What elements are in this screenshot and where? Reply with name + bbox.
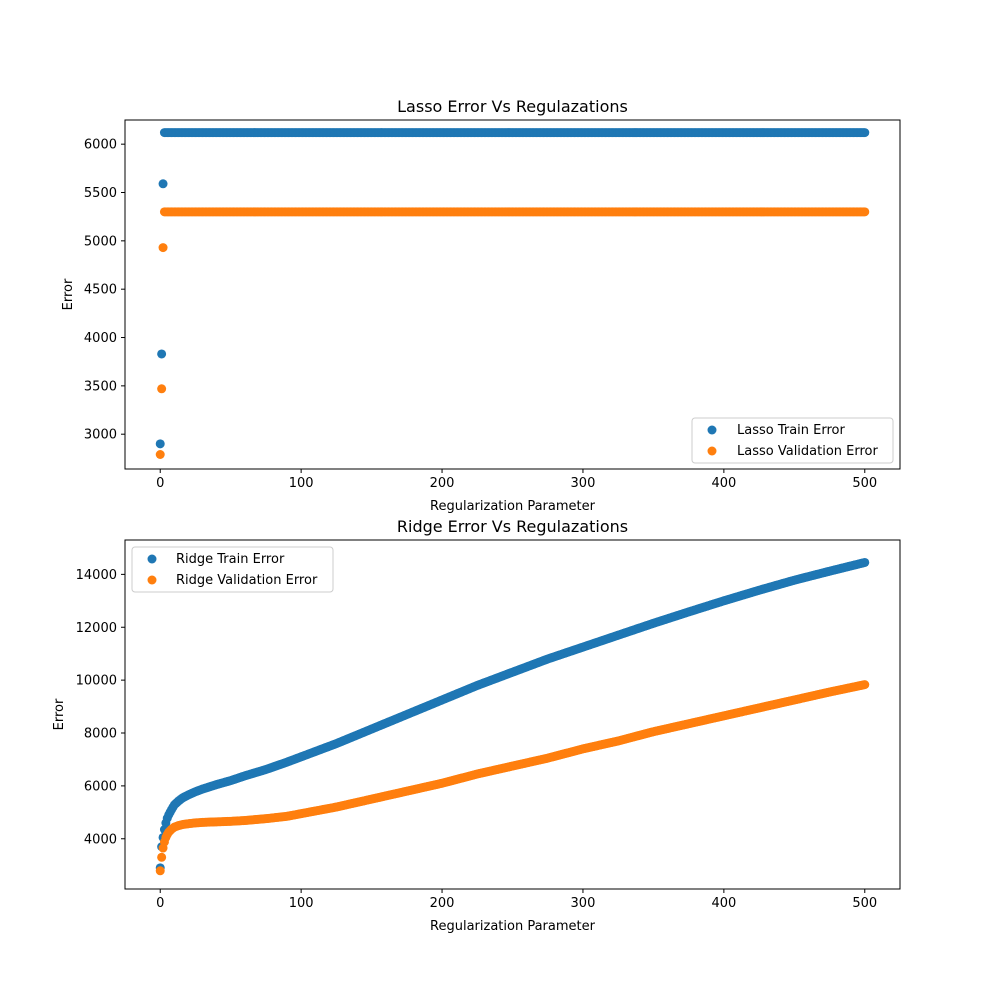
ridge-x-tick-label: 0 <box>156 896 164 911</box>
lasso-validation-point <box>157 384 167 394</box>
ridge-legend: Ridge Train Error Ridge Validation Error <box>131 546 334 593</box>
ridge-data-points <box>155 557 870 876</box>
ridge-y-tick-label: 12000 <box>76 621 117 636</box>
lasso-legend-box <box>691 417 894 464</box>
ridge-axes-frame <box>124 539 901 890</box>
ridge-x-tick-label: 100 <box>289 896 314 911</box>
lasso-x-tick-label: 500 <box>852 476 877 491</box>
lasso-train-point <box>155 439 165 449</box>
lasso-validation-point <box>158 243 168 253</box>
ridge-plot-area: 0 100 200 300 400 500 4000 6000 8000 10000 12000 14… <box>76 557 877 911</box>
lasso-axes-frame <box>124 119 901 470</box>
ridge-x-tick-label: 500 <box>852 896 877 911</box>
lasso-chart: Lasso Error Vs Regulazations 0 100 200 300 4… <box>61 97 901 514</box>
ridge-legend-validation-marker <box>147 575 157 585</box>
ridge-validation-point <box>155 866 165 876</box>
ridge-chart: Ridge Error Vs Regulazations 0 100 200 300 4… <box>52 517 901 934</box>
lasso-legend: Lasso Train Error Lasso Validation Error <box>691 417 894 464</box>
lasso-train-point <box>157 349 167 359</box>
lasso-x-tick-label: 200 <box>430 476 455 491</box>
ridge-chart-title: Ridge Error Vs Regulazations <box>397 517 628 536</box>
lasso-y-axis-label: Error <box>61 278 76 310</box>
ridge-y-tick-label: 8000 <box>84 727 117 742</box>
ridge-y-tick-label: 6000 <box>84 779 117 794</box>
ridge-x-axis-label: Regularization Parameter <box>430 919 596 934</box>
lasso-y-tick-label: 3500 <box>84 379 117 394</box>
lasso-x-tick-label: 300 <box>571 476 596 491</box>
ridge-validation-point <box>157 852 167 862</box>
lasso-chart-title: Lasso Error Vs Regulazations <box>397 97 628 116</box>
lasso-validation-point <box>860 207 870 217</box>
lasso-y-tick-label: 6000 <box>84 138 117 153</box>
lasso-train-point <box>158 179 168 189</box>
lasso-legend-validation-marker <box>707 446 717 456</box>
ridge-y-tick-label: 4000 <box>84 832 117 847</box>
ridge-train-point <box>860 557 870 567</box>
lasso-legend-train-label: Lasso Train Error <box>737 423 846 438</box>
lasso-y-tick-label: 4000 <box>84 331 117 346</box>
ridge-x-tick-label: 300 <box>571 896 596 911</box>
lasso-y-tick-label: 5000 <box>84 234 117 249</box>
ridge-legend-box <box>131 546 334 593</box>
ridge-y-tick-label: 10000 <box>76 674 117 689</box>
lasso-data-points <box>155 128 870 459</box>
ridge-validation-point <box>860 680 870 690</box>
lasso-y-tick-label: 4500 <box>84 283 117 298</box>
lasso-legend-validation-label: Lasso Validation Error <box>737 444 879 459</box>
lasso-validation-point <box>155 450 165 459</box>
lasso-y-tick-label: 5500 <box>84 186 117 201</box>
ridge-legend-validation-label: Ridge Validation Error <box>176 573 318 588</box>
ridge-x-tick-label: 200 <box>430 896 455 911</box>
lasso-legend-train-marker <box>707 425 717 435</box>
lasso-y-tick-label: 3000 <box>84 428 117 443</box>
lasso-x-axis-label: Regularization Parameter <box>430 499 596 514</box>
lasso-plot-area: 0 100 200 300 400 500 3000 3500 4000 4500 5000 5500… <box>84 128 877 491</box>
lasso-x-tick-label: 0 <box>156 476 164 491</box>
lasso-x-tick-label: 400 <box>711 476 736 491</box>
ridge-y-tick-label: 14000 <box>76 568 117 583</box>
lasso-x-tick-label: 100 <box>289 476 314 491</box>
ridge-legend-train-label: Ridge Train Error <box>176 552 285 567</box>
ridge-y-axis-label: Error <box>52 698 67 730</box>
ridge-legend-train-marker <box>147 554 157 564</box>
lasso-train-point <box>860 128 870 138</box>
ridge-x-tick-label: 400 <box>711 896 736 911</box>
